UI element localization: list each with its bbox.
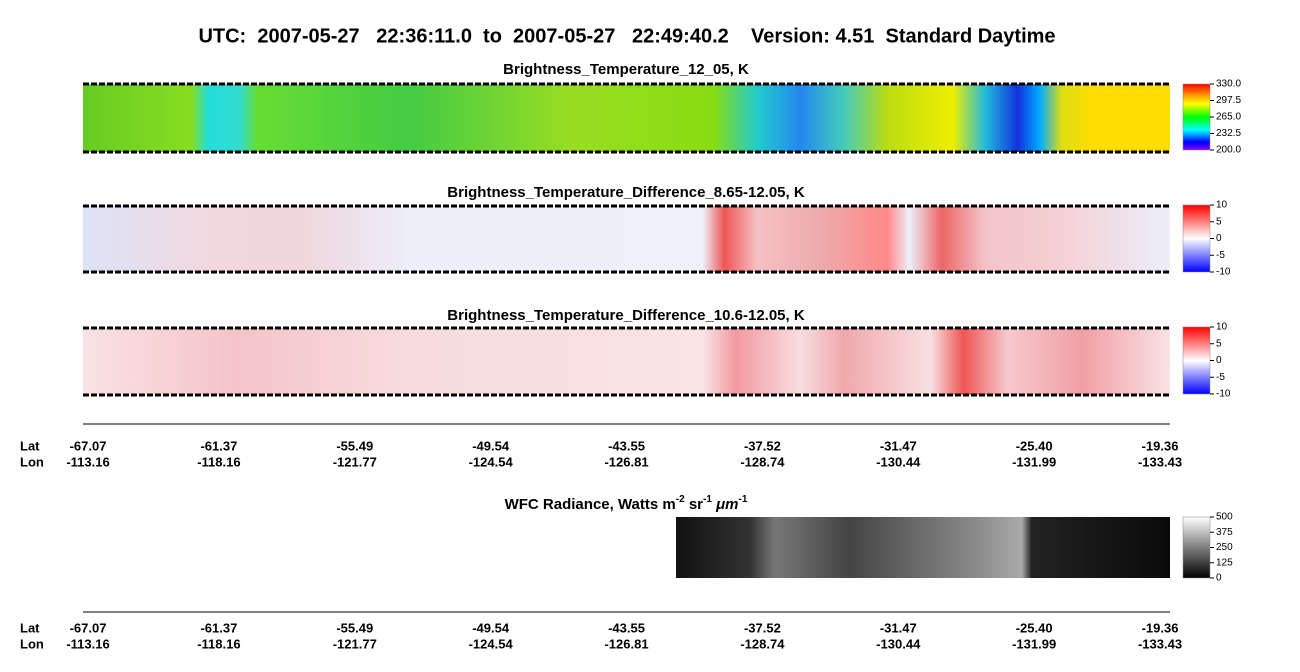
colorbar-tick-label: 125 xyxy=(1216,557,1233,568)
colorbar-tick-label: 0 xyxy=(1216,233,1222,244)
lat-tick-label: -67.07 xyxy=(70,438,107,453)
colorbar xyxy=(1182,83,1211,151)
lon-label: Lon xyxy=(20,454,44,469)
title-part: sr xyxy=(685,496,704,513)
lon-tick-label: -133.43 xyxy=(1138,454,1182,469)
colorbar-tick-label: 330.0 xyxy=(1216,79,1241,90)
lon-tick-label: -124.54 xyxy=(469,636,514,651)
lat-tick-label: -31.47 xyxy=(880,620,917,635)
colorbar-tick-label: 10 xyxy=(1216,200,1228,211)
swath-image xyxy=(83,84,1170,152)
lon-tick-label: -131.99 xyxy=(1012,454,1056,469)
title-part: WFC Radiance, Watts m xyxy=(505,496,676,513)
colorbar-tick-label: 10 xyxy=(1216,322,1228,333)
colorbar-tick-label: 5 xyxy=(1216,338,1222,349)
lon-tick-label: -126.81 xyxy=(604,636,648,651)
panel-title: Brightness_Temperature_Difference_10.6-1… xyxy=(447,307,805,324)
superscript: -1 xyxy=(703,494,712,505)
lat-tick-label: -61.37 xyxy=(200,620,237,635)
lon-tick-label: -113.16 xyxy=(66,454,109,469)
colorbar-tick-label: 200.0 xyxy=(1216,145,1241,156)
lat-tick-label: -43.55 xyxy=(608,620,645,635)
lat-label: Lat xyxy=(20,620,40,635)
swath-image xyxy=(83,328,1170,395)
colorbar-tick-label: 500 xyxy=(1216,512,1233,523)
lat-tick-label: -31.47 xyxy=(880,438,917,453)
title-part: μm xyxy=(712,496,739,513)
wfc-image xyxy=(676,517,1170,578)
colorbar-tick-label: 5 xyxy=(1216,216,1222,227)
swath-image xyxy=(83,206,1170,272)
lon-tick-label: -131.99 xyxy=(1012,636,1056,651)
colorbar-tick-label: -10 xyxy=(1216,267,1231,278)
lat-tick-label: -25.40 xyxy=(1016,438,1053,453)
lat-tick-label: -25.40 xyxy=(1016,620,1053,635)
lon-tick-label: -121.77 xyxy=(333,454,377,469)
colorbar-tick-label: 375 xyxy=(1216,527,1233,538)
lat-tick-label: -19.36 xyxy=(1142,620,1179,635)
lon-tick-label: -124.54 xyxy=(469,454,514,469)
lat-tick-label: -67.07 xyxy=(70,620,107,635)
superscript: -2 xyxy=(676,494,685,505)
colorbar-tick-label: 250 xyxy=(1216,542,1233,553)
wfc-title: WFC Radiance, Watts m-2 sr-1 μm-1 xyxy=(505,494,748,513)
lat-label: Lat xyxy=(20,438,40,453)
lon-tick-label: -128.74 xyxy=(740,636,785,651)
lat-tick-label: -55.49 xyxy=(336,438,373,453)
lon-tick-label: -128.74 xyxy=(740,454,785,469)
lon-tick-label: -118.16 xyxy=(197,636,240,651)
lat-tick-label: -37.52 xyxy=(744,438,781,453)
lon-tick-label: -130.44 xyxy=(876,454,921,469)
lat-tick-label: -61.37 xyxy=(200,438,237,453)
colorbar xyxy=(1182,516,1211,579)
lon-tick-label: -126.81 xyxy=(604,454,648,469)
lon-tick-label: -133.43 xyxy=(1138,636,1182,651)
lat-tick-label: -49.54 xyxy=(472,438,510,453)
panel-images xyxy=(83,82,1211,613)
page-title: UTC: 2007-05-27 22:36:11.0 to 2007-05-27… xyxy=(198,25,1055,47)
colorbar-tick-label: 0 xyxy=(1216,573,1222,584)
colorbar-tick-label: 232.5 xyxy=(1216,128,1241,139)
colorbar-tick-label: -5 xyxy=(1216,250,1225,261)
colorbar-tick-label: -5 xyxy=(1216,372,1225,383)
lon-tick-label: -118.16 xyxy=(197,454,240,469)
lon-tick-label: -113.16 xyxy=(66,636,109,651)
panel-title: Brightness_Temperature_Difference_8.65-1… xyxy=(447,184,805,201)
lat-tick-label: -37.52 xyxy=(744,620,781,635)
swath-borders xyxy=(83,82,1170,397)
colorbar xyxy=(1182,326,1211,395)
lat-tick-label: -55.49 xyxy=(336,620,373,635)
lon-tick-label: -130.44 xyxy=(876,636,921,651)
colorbar xyxy=(1182,204,1211,273)
colorbar-tick-label: 0 xyxy=(1216,355,1222,366)
lon-label: Lon xyxy=(20,636,44,651)
colorbar-tick-label: 297.5 xyxy=(1216,95,1241,106)
lat-tick-label: -49.54 xyxy=(472,620,510,635)
panel-title: Brightness_Temperature_12_05, K xyxy=(503,61,749,78)
superscript: -1 xyxy=(738,494,747,505)
lat-tick-label: -43.55 xyxy=(608,438,645,453)
lat-tick-label: -19.36 xyxy=(1142,438,1179,453)
lon-tick-label: -121.77 xyxy=(333,636,377,651)
colorbar-tick-label: -10 xyxy=(1216,389,1231,400)
colorbar-tick-label: 265.0 xyxy=(1216,112,1241,123)
